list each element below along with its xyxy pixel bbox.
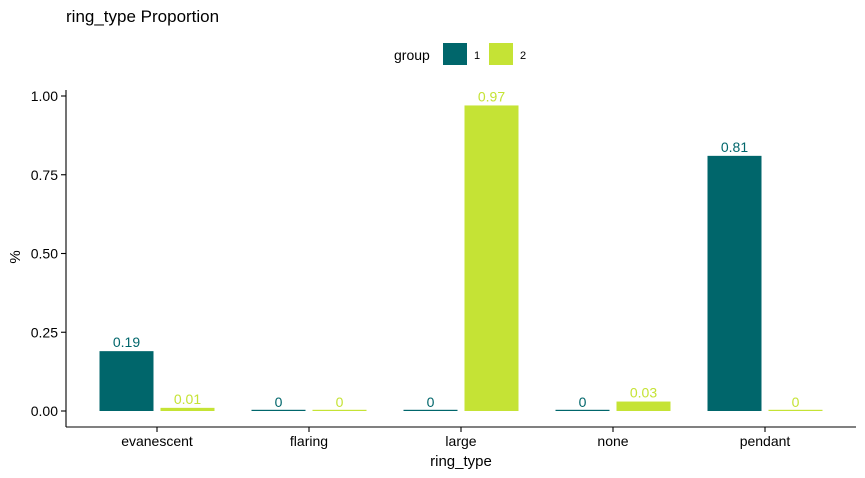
x-tick-label: flaring [290, 433, 328, 449]
bars [99, 105, 823, 411]
bar [403, 409, 458, 411]
legend: group 1 2 [394, 43, 526, 65]
legend-swatch-1 [443, 43, 467, 65]
bar-value-label: 0 [427, 394, 435, 410]
y-tick-label: 0.00 [31, 403, 58, 419]
bar-value-label: 0.01 [174, 391, 201, 407]
legend-title: group [394, 47, 430, 63]
x-ticks: evanescent flaring large none pendant [121, 427, 790, 449]
bar-value-label: 0 [336, 394, 344, 410]
bar-value-label: 0.97 [478, 88, 505, 104]
chart-title: ring_type Proportion [66, 7, 219, 26]
y-tick-label: 0.25 [31, 324, 58, 340]
y-tick-label: 0.75 [31, 167, 58, 183]
legend-label-1: 1 [474, 50, 480, 62]
x-tick-label: large [445, 433, 476, 449]
y-tick-label: 1.00 [31, 88, 58, 104]
bar [312, 409, 367, 411]
bar [555, 409, 610, 411]
bar [707, 155, 762, 411]
legend-swatch-2 [489, 43, 513, 65]
bar [160, 407, 215, 411]
bar-value-label: 0 [579, 394, 587, 410]
bar [768, 409, 823, 411]
bar-value-label: 0 [275, 394, 283, 410]
x-tick-label: evanescent [121, 433, 193, 449]
x-axis-label: ring_type [430, 453, 492, 470]
bar-value-label: 0.81 [721, 139, 748, 155]
y-axis-label: % [7, 250, 24, 263]
bar-value-label: 0.19 [113, 334, 140, 350]
bar-labels: 0.19 0 0 0 0.81 0.01 0 0.97 0.03 0 [113, 88, 800, 410]
bar [464, 105, 519, 411]
bar-value-label: 0 [792, 394, 800, 410]
y-tick-label: 0.50 [31, 246, 58, 262]
bar-value-label: 0.03 [630, 385, 657, 401]
x-tick-label: pendant [740, 433, 791, 449]
bar [99, 351, 154, 411]
bar [251, 409, 306, 411]
y-ticks: 0.00 0.25 0.50 0.75 1.00 [31, 88, 66, 419]
bar [616, 401, 671, 411]
legend-label-2: 2 [520, 50, 526, 62]
x-tick-label: none [597, 433, 628, 449]
